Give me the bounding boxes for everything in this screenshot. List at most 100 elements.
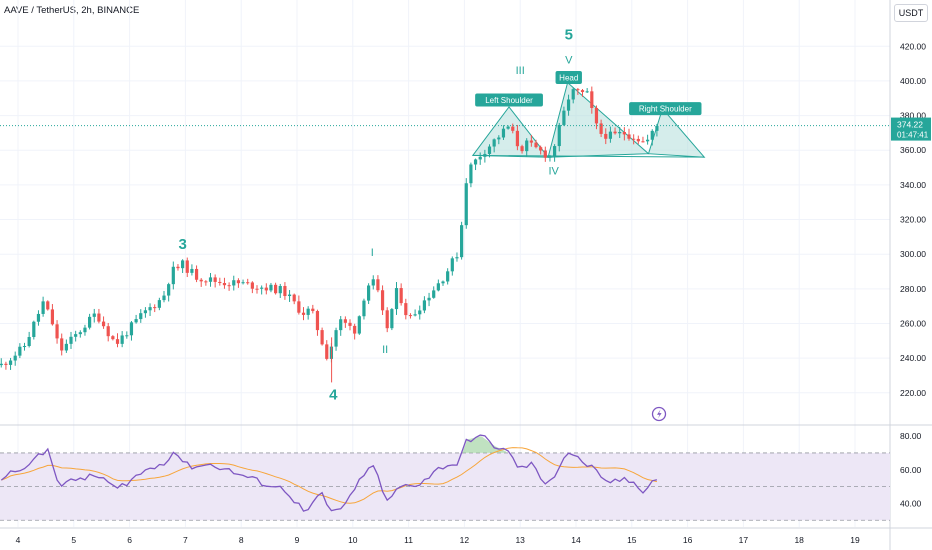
- elliott-wave-label: IV: [548, 165, 559, 177]
- candle-body: [213, 277, 217, 282]
- candle-body: [622, 132, 626, 135]
- candle-body: [148, 307, 152, 311]
- price-axis-tick: 220.00: [900, 388, 926, 398]
- candle-body: [208, 277, 213, 282]
- candle-body: [13, 355, 17, 361]
- candle-body: [41, 301, 45, 314]
- candle-body: [580, 90, 585, 93]
- candle-body: [278, 286, 282, 294]
- candle-body: [515, 130, 520, 147]
- candle-body: [218, 281, 222, 284]
- candle-body: [399, 288, 403, 304]
- pattern-tag-box: [629, 102, 702, 116]
- pattern-tag-label: Right Shoulder: [639, 105, 692, 114]
- left-shoulder-shape: [471, 106, 550, 158]
- rsi-axis-tick: 60.00: [900, 465, 922, 475]
- time-axis-tick: 5: [71, 535, 76, 545]
- candle-body: [566, 99, 571, 111]
- candle-body: [64, 343, 68, 351]
- candle-body: [353, 325, 357, 334]
- price-axis-tick: 280.00: [900, 284, 926, 294]
- lightning-icon: [657, 409, 662, 419]
- candle-body: [88, 316, 92, 328]
- price-tag-value: 374.22: [897, 120, 923, 130]
- symbol-title: AAVE / TetherUS, 2h, BINANCE: [4, 5, 140, 16]
- candle-body: [441, 281, 445, 284]
- candle-body: [255, 288, 259, 290]
- candle-body: [106, 326, 110, 337]
- candle-body: [343, 319, 347, 323]
- candle-body: [120, 335, 124, 344]
- candle-body: [604, 133, 608, 139]
- price-axis-tick: 380.00: [900, 111, 926, 121]
- candle-body: [125, 335, 129, 337]
- candle-body: [162, 295, 166, 301]
- candle-body: [599, 123, 603, 134]
- price-axis-tick: 300.00: [900, 249, 926, 259]
- price-axis-tick: 360.00: [900, 145, 926, 155]
- candle-body: [36, 313, 41, 322]
- candle-body: [143, 310, 148, 314]
- candle-body: [483, 153, 487, 157]
- rsi-ma-line: [1, 447, 658, 504]
- time-axis-tick: 4: [16, 535, 21, 545]
- time-axis-tick: 16: [683, 535, 693, 545]
- time-axis-tick: 6: [127, 535, 132, 545]
- candle-body: [4, 363, 8, 365]
- candle-body: [190, 268, 194, 273]
- pattern-tag-label: Left Shoulder: [485, 96, 533, 105]
- candle-body: [27, 336, 31, 347]
- candle-body: [371, 279, 375, 286]
- candle-body: [69, 336, 73, 344]
- candle-body: [260, 287, 264, 289]
- candle-body: [553, 146, 557, 157]
- candle-body: [325, 344, 329, 359]
- candle-body: [534, 142, 538, 148]
- candle-body: [390, 309, 394, 329]
- time-axis-tick: 12: [460, 535, 470, 545]
- candle-body: [246, 282, 250, 284]
- candle-body: [92, 313, 96, 317]
- candle-body: [264, 287, 268, 291]
- candle-body: [171, 266, 175, 285]
- elliott-wave-label: II: [382, 344, 388, 356]
- candle-body: [101, 321, 106, 327]
- candle-body: [78, 332, 82, 335]
- time-axis-tick: 15: [627, 535, 637, 545]
- candle-body: [427, 297, 431, 301]
- candle-body: [627, 134, 631, 139]
- pattern-tag-box: [475, 93, 543, 107]
- candle-body: [506, 126, 510, 129]
- candle-body: [334, 330, 338, 347]
- candle-body: [446, 271, 450, 282]
- candle-body: [181, 260, 185, 269]
- candle-body: [153, 307, 157, 309]
- candle-body: [227, 285, 231, 287]
- candle-body: [199, 279, 203, 282]
- candle-body: [632, 138, 636, 140]
- rsi-axis-tick: 80.00: [900, 431, 922, 441]
- candle-body: [404, 303, 408, 316]
- candle-body: [185, 260, 189, 273]
- candle-body: [301, 312, 306, 315]
- candle-body: [357, 316, 361, 334]
- candle-body: [287, 294, 292, 297]
- candle-body: [576, 89, 580, 91]
- time-axis-tick: 13: [515, 535, 525, 545]
- candle-body: [241, 282, 245, 284]
- candle-body: [585, 91, 589, 93]
- candle-body: [478, 156, 482, 160]
- time-axis-tick: 17: [739, 535, 749, 545]
- candle-body: [50, 309, 55, 325]
- candle-body: [46, 301, 50, 310]
- candle-body: [408, 315, 413, 317]
- time-axis-tick: 14: [571, 535, 581, 545]
- candle-body: [283, 286, 287, 297]
- candle-body: [320, 330, 324, 345]
- candle-body: [655, 125, 659, 131]
- candle-body: [450, 258, 454, 272]
- currency-button[interactable]: USDT: [894, 4, 928, 22]
- candle-body: [134, 319, 138, 323]
